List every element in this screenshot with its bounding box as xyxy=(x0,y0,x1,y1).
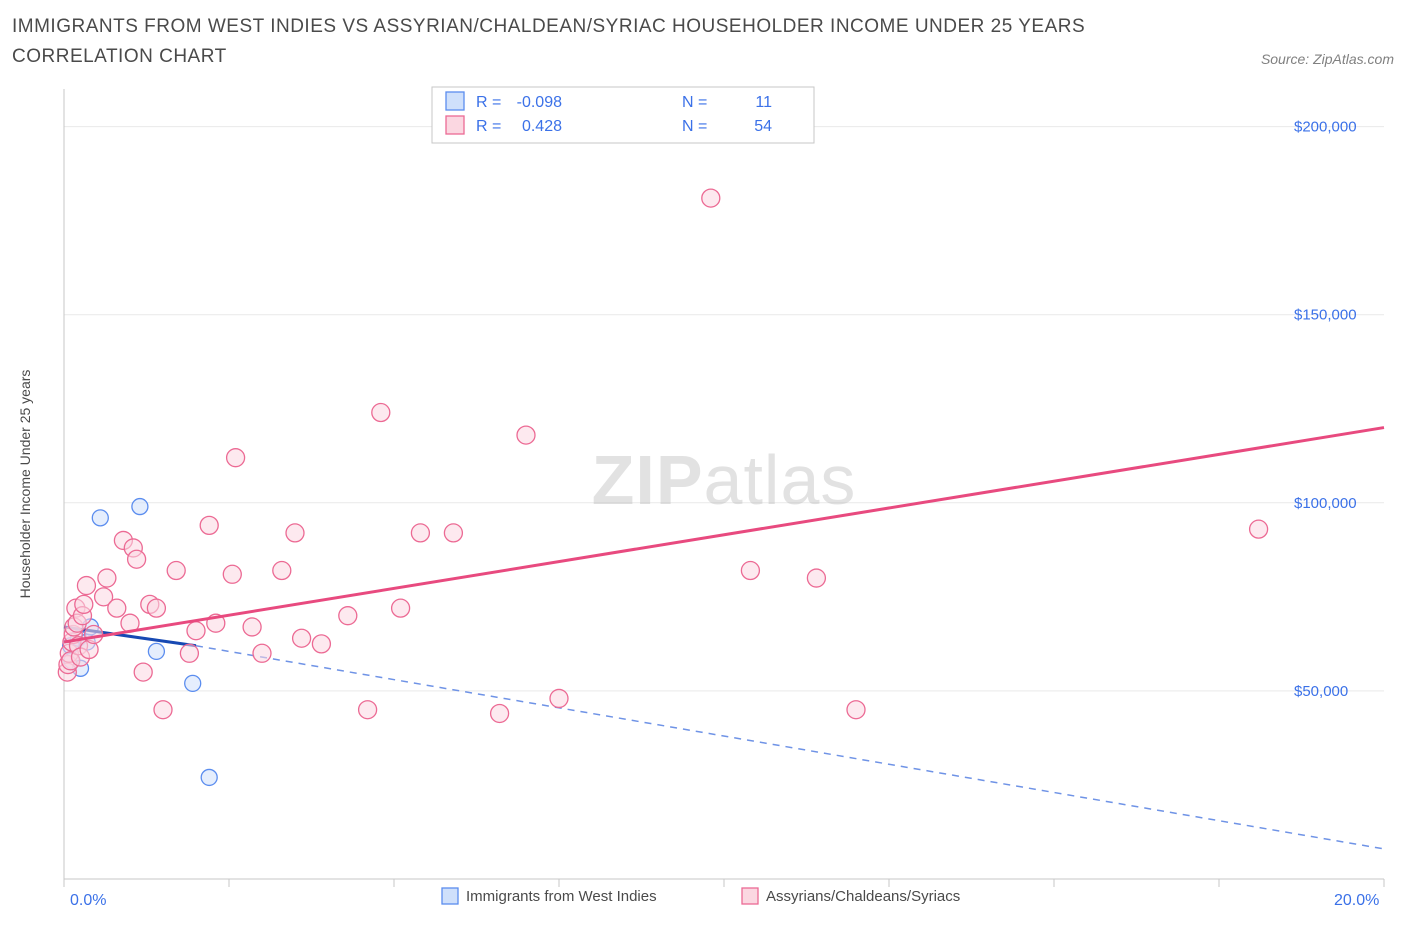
scatter-point xyxy=(132,498,148,514)
svg-text:R =: R = xyxy=(476,118,501,135)
scatter-point xyxy=(702,189,720,207)
scatter-point xyxy=(85,625,103,643)
scatter-point xyxy=(339,606,357,624)
scatter-point xyxy=(1250,520,1268,538)
scatter-point xyxy=(77,576,95,594)
scatter-point xyxy=(847,700,865,718)
scatter-point xyxy=(92,510,108,526)
scatter-point xyxy=(491,704,509,722)
scatter-point xyxy=(392,599,410,617)
scatter-point xyxy=(312,635,330,653)
scatter-point xyxy=(807,569,825,587)
scatter-point xyxy=(98,569,116,587)
scatter-point xyxy=(517,426,535,444)
scatter-point xyxy=(253,644,271,662)
scatter-point xyxy=(741,561,759,579)
svg-text:Householder Income Under 25 ye: Householder Income Under 25 years xyxy=(17,369,33,598)
svg-text:ZIPatlas: ZIPatlas xyxy=(592,441,857,519)
svg-text:$200,000: $200,000 xyxy=(1294,118,1357,135)
scatter-point xyxy=(128,550,146,568)
svg-text:0.0%: 0.0% xyxy=(70,892,106,909)
scatter-point xyxy=(167,561,185,579)
svg-text:-0.098: -0.098 xyxy=(517,94,562,111)
scatter-point xyxy=(75,595,93,613)
scatter-point xyxy=(273,561,291,579)
scatter-point xyxy=(550,689,568,707)
scatter-point xyxy=(243,618,261,636)
scatter-point xyxy=(286,524,304,542)
scatter-point xyxy=(411,524,429,542)
legend-swatch xyxy=(742,888,758,904)
scatter-point xyxy=(185,675,201,691)
svg-text:$50,000: $50,000 xyxy=(1294,683,1348,700)
svg-text:N =: N = xyxy=(682,94,707,111)
correlation-scatter-chart: ZIPatlas 0.0% 20.0% $50,000 $100,000 $150,000… xyxy=(12,79,1394,919)
legend-swatch xyxy=(442,888,458,904)
scatter-point xyxy=(108,599,126,617)
svg-text:11: 11 xyxy=(755,94,772,111)
svg-text:0.428: 0.428 xyxy=(522,118,562,135)
chart-title: IMMIGRANTS FROM WEST INDIES VS ASSYRIAN/… xyxy=(12,12,1112,73)
scatter-point xyxy=(293,629,311,647)
scatter-point xyxy=(444,524,462,542)
legend-label: Immigrants from West Indies xyxy=(466,888,657,905)
svg-text:20.0%: 20.0% xyxy=(1334,892,1379,909)
scatter-point xyxy=(227,448,245,466)
svg-text:$150,000: $150,000 xyxy=(1294,306,1357,323)
scatter-point xyxy=(134,663,152,681)
scatter-point xyxy=(148,643,164,659)
scatter-point xyxy=(147,599,165,617)
source-label: Source: ZipAtlas.com xyxy=(1261,51,1394,73)
legend-label: Assyrians/Chaldeans/Syriacs xyxy=(766,888,960,905)
scatter-point xyxy=(359,700,377,718)
svg-text:$100,000: $100,000 xyxy=(1294,495,1357,512)
scatter-point xyxy=(154,700,172,718)
scatter-point xyxy=(187,621,205,639)
svg-text:54: 54 xyxy=(754,118,772,135)
svg-text:N =: N = xyxy=(682,118,707,135)
scatter-point xyxy=(180,644,198,662)
scatter-point xyxy=(201,769,217,785)
svg-text:R =: R = xyxy=(476,94,501,111)
scatter-point xyxy=(223,565,241,583)
scatter-point xyxy=(372,403,390,421)
scatter-point xyxy=(200,516,218,534)
